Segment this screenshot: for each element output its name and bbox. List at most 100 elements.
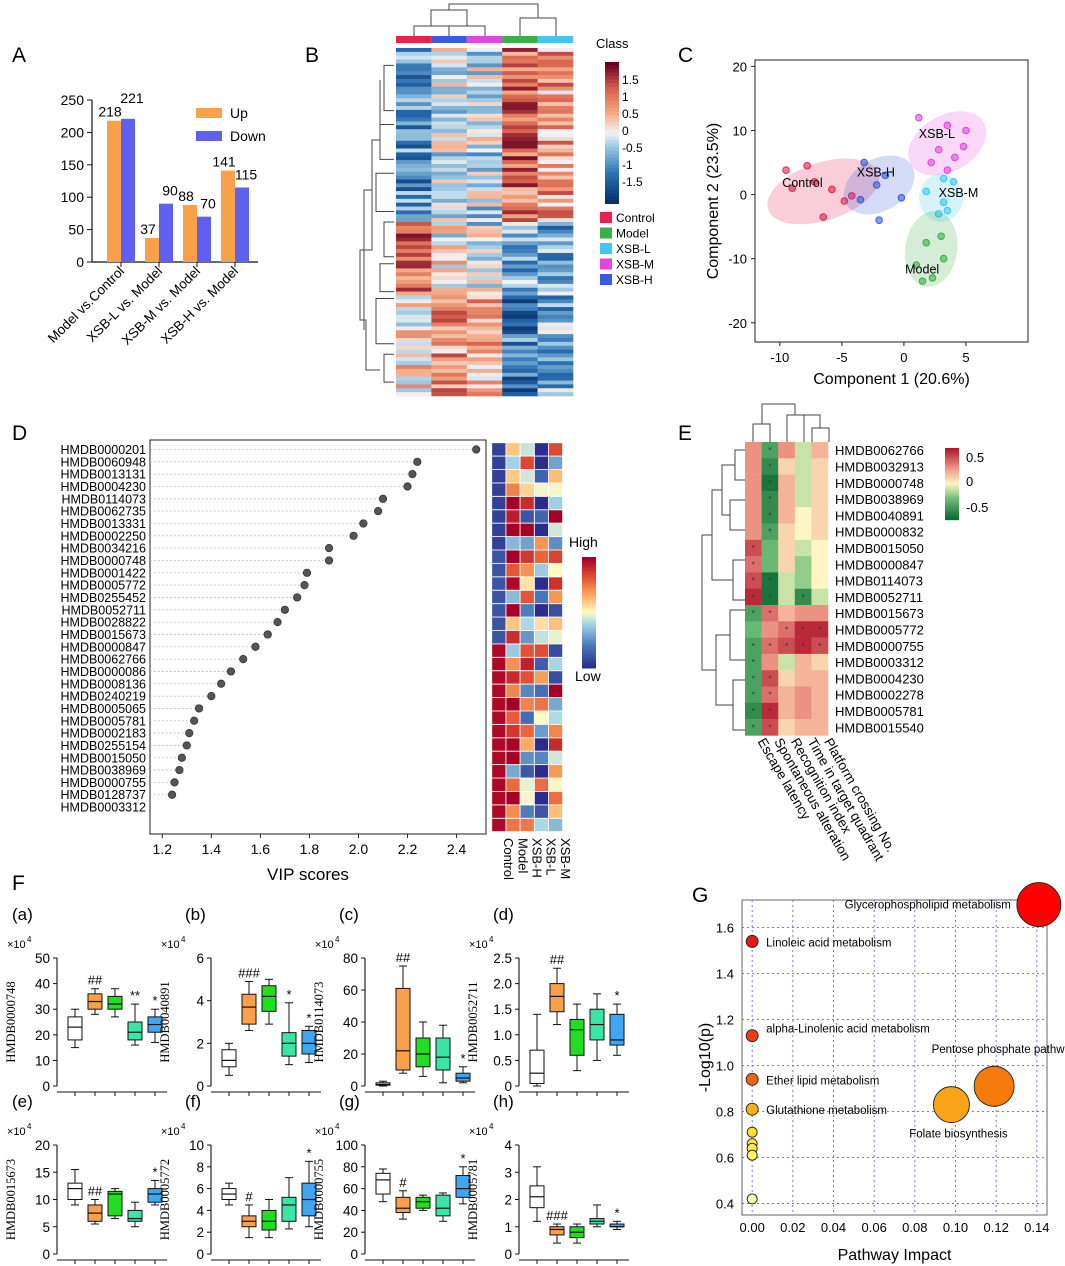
e-cell — [778, 556, 796, 573]
b-cell — [502, 51, 538, 57]
d-heat-cell — [506, 684, 520, 698]
d-heat-cell — [506, 764, 520, 778]
d-vip-point — [472, 445, 481, 454]
f-y-tick-label: 20 — [35, 1138, 50, 1153]
e-row-label: HMDB0000755 — [835, 639, 924, 654]
b-cell — [396, 86, 432, 91]
b-cell — [396, 229, 432, 234]
d-vip-point — [280, 605, 289, 614]
d-heat-cell — [534, 576, 549, 591]
e-sig-mark: * — [768, 462, 771, 471]
f-y-tick-label: 4 — [504, 1138, 512, 1153]
e-scale-step — [945, 509, 959, 512]
b-cell — [431, 245, 468, 250]
b-cell — [396, 109, 432, 115]
b-cell — [466, 148, 503, 153]
f-y-tick-label: 60 — [343, 1182, 358, 1197]
b-cell — [431, 361, 468, 366]
b-cell — [431, 129, 468, 134]
panel-label-g: G — [692, 884, 708, 907]
f-box — [261, 985, 277, 1012]
f-y-tick-label: 10 — [35, 1193, 50, 1208]
d-heat-cell — [520, 536, 535, 550]
f-significance: * — [306, 1145, 311, 1160]
d-metabolite-label: HMDB0060948 — [61, 455, 147, 469]
d-heat-cell — [534, 791, 549, 805]
b-cell — [502, 272, 538, 277]
d-metabolite-label: HMDB0240219 — [61, 690, 147, 704]
b-cell — [502, 338, 538, 343]
f-y-tick-label: 10 — [189, 1138, 204, 1153]
d-vip-point — [378, 494, 388, 503]
b-cell — [466, 106, 503, 111]
a-bar-up — [145, 238, 159, 262]
b-cell — [537, 179, 574, 184]
d-heat-cell — [491, 603, 506, 617]
g-y-tick-label: 0.4 — [716, 1197, 734, 1212]
panel-label-f: F — [12, 872, 25, 895]
f-scale-exponent: 4 — [335, 935, 340, 944]
d-heat-cell — [534, 617, 549, 631]
b-cell — [431, 144, 468, 149]
e-cell — [778, 670, 796, 687]
d-scale-step — [582, 661, 596, 665]
e-scale-step — [945, 510, 959, 514]
b-cell — [396, 376, 432, 381]
b-cell — [537, 384, 574, 389]
d-heat-cell — [520, 590, 535, 604]
f-significance: ## — [396, 950, 411, 965]
b-cell — [396, 295, 432, 300]
d-heat-cell — [548, 737, 563, 752]
f-significance: * — [460, 1051, 465, 1066]
f-y-tick-label: 30 — [35, 1002, 50, 1017]
f-box — [375, 1172, 391, 1195]
d-scale-step — [582, 581, 596, 584]
b-cell — [537, 241, 574, 246]
e-cell — [761, 702, 779, 720]
b-cell — [396, 349, 432, 354]
a-bar-up — [221, 170, 235, 262]
a-bar-down — [159, 203, 173, 262]
d-heat-cell — [491, 724, 506, 738]
g-y-tick-label: 1.0 — [716, 1059, 734, 1074]
g-y-label: -Log10(p) — [697, 1023, 714, 1092]
d-heat-cell — [506, 670, 520, 684]
b-cell — [502, 86, 538, 91]
b-class-bar — [431, 36, 467, 43]
b-cell — [466, 318, 503, 323]
e-cell — [794, 556, 812, 573]
b-cell — [537, 210, 574, 215]
f-box — [529, 1049, 545, 1084]
b-scale-step — [605, 76, 619, 81]
d-scale-step — [582, 557, 596, 560]
d-vip-point — [190, 716, 199, 725]
g-x-tick-label: 0.08 — [902, 1220, 927, 1235]
g-bubble-label: alpha-Linolenic acid metabolism — [766, 1024, 930, 1036]
b-cell — [466, 264, 503, 269]
b-cell — [502, 341, 538, 347]
d-heat-cell — [534, 590, 549, 604]
b-cell — [396, 206, 432, 211]
b-scale-step — [605, 182, 619, 187]
d-heat-cell — [520, 509, 535, 524]
b-scale-tick: 0.5 — [622, 107, 639, 121]
c-point — [872, 181, 881, 189]
d-vip-point — [349, 531, 358, 540]
b-cell — [431, 365, 468, 370]
b-cell — [396, 241, 432, 246]
b-class-swatch — [600, 258, 612, 270]
b-cell — [537, 287, 574, 292]
d-metabolite-label: HMDB0008136 — [61, 677, 147, 691]
d-heat-col-label: Control — [501, 838, 516, 880]
b-cell — [502, 117, 538, 122]
b-cell — [396, 372, 432, 377]
f-box — [147, 1188, 163, 1203]
e-cell — [794, 572, 812, 589]
b-cell — [502, 380, 538, 385]
g-bubble — [745, 1029, 759, 1043]
b-cell — [537, 214, 574, 219]
e-cell — [794, 442, 812, 459]
b-cell — [431, 198, 468, 203]
d-x-tick-label: 2.0 — [349, 841, 369, 857]
